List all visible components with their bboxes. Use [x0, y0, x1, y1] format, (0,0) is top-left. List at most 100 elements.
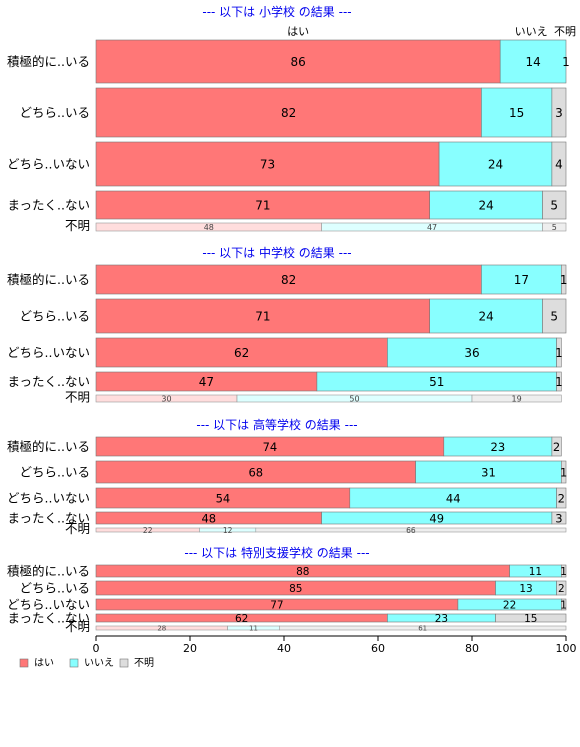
data-label: 5: [550, 199, 558, 213]
data-label: 68: [248, 465, 263, 479]
unknown-bar-unknown: [278, 625, 567, 631]
unknown-data-label: 22: [143, 526, 153, 535]
data-label: 3: [555, 106, 563, 120]
row-label: どちら..いる: [20, 309, 90, 324]
bar-no: [438, 141, 553, 187]
bar-no: [387, 337, 557, 368]
row-label: 積極的に..いる: [7, 272, 90, 287]
legend-label-no: いいえ: [84, 657, 114, 669]
x-tick-label: 40: [277, 642, 291, 655]
bar-yes: [95, 39, 501, 84]
data-label: 13: [519, 583, 532, 595]
data-label: 71: [255, 310, 270, 324]
unknown-data-label: 11: [249, 625, 258, 633]
data-label: 1: [560, 465, 567, 479]
panel-title-1: --- 以下は 小学校 の結果 ---: [202, 4, 351, 19]
bar-unknown: [542, 298, 567, 334]
legend-label-yes: はい: [34, 657, 54, 669]
row-label: 積極的に..いる: [7, 564, 90, 579]
data-label: 1: [560, 599, 567, 611]
row-label: まったく..ない: [8, 611, 90, 626]
data-label: 82: [281, 273, 296, 287]
unknown-data-label: 50: [349, 395, 359, 404]
bar-unknown: [495, 613, 567, 623]
data-label: 24: [478, 199, 493, 213]
data-label: 15: [509, 106, 524, 120]
data-label: 62: [235, 613, 248, 625]
row-label: どちら..いる: [20, 105, 90, 120]
row-label-unknown: 不明: [65, 218, 90, 233]
x-tick-label: 100: [556, 642, 577, 655]
row-label-unknown: 不明: [65, 521, 90, 536]
data-label: 77: [270, 599, 283, 611]
unknown-data-label: 47: [427, 223, 437, 232]
data-label: 36: [464, 346, 479, 360]
data-label: 2: [558, 583, 565, 595]
bar-unknown: [556, 337, 562, 368]
header-yes: はい: [287, 25, 309, 38]
panel-title-3: --- 以下は 高等学校 の結果 ---: [196, 417, 357, 432]
unknown-bar-unknown: [471, 394, 562, 403]
data-label: 3: [555, 511, 562, 525]
row-label-unknown: 不明: [65, 619, 90, 634]
header-unknown: 不明: [554, 25, 576, 38]
unknown-data-label: 28: [157, 625, 166, 633]
data-label: 49: [429, 511, 444, 525]
data-label: 44: [446, 491, 461, 505]
row-label: 積極的に..いる: [7, 54, 90, 69]
row-label: どちら..いる: [20, 465, 90, 480]
unknown-data-label: 61: [418, 625, 427, 633]
row-label: どちら..いない: [7, 345, 90, 360]
data-label: 1: [560, 273, 568, 287]
bar-no: [429, 190, 543, 220]
bar-yes: [95, 337, 388, 368]
bar-unknown: [551, 436, 562, 457]
data-label: 48: [201, 511, 216, 525]
data-label: 5: [550, 310, 558, 324]
data-label: 11: [529, 566, 542, 578]
data-label: 23: [491, 440, 506, 454]
data-label: 86: [290, 55, 305, 69]
bar-unknown: [560, 460, 567, 484]
x-tick-label: 0: [93, 642, 100, 655]
unknown-data-label: 19: [512, 395, 522, 404]
x-tick-label: 20: [183, 642, 197, 655]
bar-unknown: [556, 371, 562, 392]
data-label: 1: [555, 346, 563, 360]
data-label: 71: [255, 199, 270, 213]
bar-no: [481, 87, 553, 138]
bar-unknown: [560, 598, 567, 611]
legend-label-unknown: 不明: [134, 657, 154, 669]
data-label: 24: [488, 158, 503, 172]
data-label: 24: [478, 310, 493, 324]
data-label: 73: [260, 158, 275, 172]
bar-unknown: [560, 564, 567, 578]
x-tick-label: 80: [465, 642, 479, 655]
panel-title-4: --- 以下は 特別支援学校 の結果 ---: [184, 545, 369, 560]
data-label: 15: [524, 613, 537, 625]
panel-title-2: --- 以下は 中学校 の結果 ---: [202, 245, 351, 260]
unknown-bar-unknown: [255, 527, 567, 533]
bar-no: [481, 264, 562, 295]
bar-yes: [95, 190, 431, 220]
bar-unknown: [556, 487, 567, 509]
bar-unknown: [542, 190, 567, 220]
data-label: 4: [555, 158, 563, 172]
data-label: 54: [216, 491, 231, 505]
bar-no: [429, 298, 543, 334]
legend-swatch-no: [69, 658, 79, 668]
data-label: 14: [525, 55, 540, 69]
data-label: 2: [558, 491, 565, 505]
bar-unknown: [551, 87, 567, 138]
row-label: まったく..ない: [8, 511, 90, 526]
unknown-data-label: 12: [223, 526, 233, 535]
data-label: 1: [562, 55, 570, 69]
data-label: 74: [263, 440, 278, 454]
unknown-data-label: 30: [161, 395, 171, 404]
bar-unknown: [556, 580, 567, 596]
data-label: 31: [481, 465, 496, 479]
unknown-data-label: 66: [406, 526, 416, 535]
data-label: 17: [514, 273, 529, 287]
unknown-data-label: 48: [204, 223, 214, 232]
